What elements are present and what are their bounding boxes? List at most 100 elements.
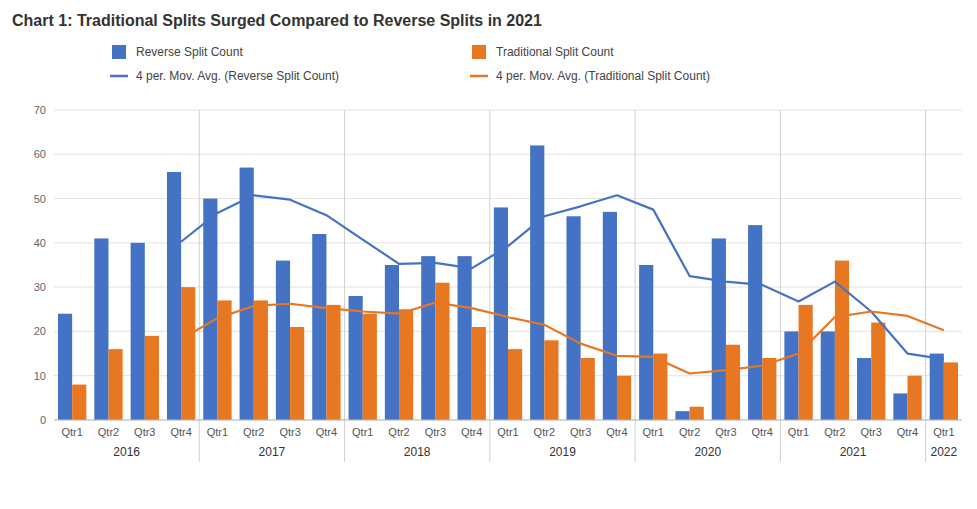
bar bbox=[762, 358, 776, 420]
bar bbox=[385, 265, 399, 420]
y-tick-label: 40 bbox=[34, 237, 46, 249]
bar bbox=[312, 234, 326, 420]
bar bbox=[131, 243, 145, 420]
bar bbox=[581, 358, 595, 420]
x-tick-label: Qtr3 bbox=[279, 426, 300, 438]
legend-label: Traditional Split Count bbox=[496, 45, 614, 59]
y-tick-label: 20 bbox=[34, 325, 46, 337]
year-separator bbox=[925, 110, 926, 462]
bar bbox=[508, 349, 522, 420]
legend-swatch bbox=[470, 75, 488, 78]
grid-line bbox=[54, 198, 962, 199]
x-tick-label: Qtr2 bbox=[534, 426, 555, 438]
y-tick-label: 10 bbox=[34, 370, 46, 382]
bar bbox=[530, 145, 544, 420]
x-tick-label: Qtr1 bbox=[788, 426, 809, 438]
bar bbox=[203, 199, 217, 420]
bar bbox=[544, 340, 558, 420]
x-tick-label: Qtr2 bbox=[388, 426, 409, 438]
bar bbox=[726, 345, 740, 420]
x-tick-label: Qtr2 bbox=[243, 426, 264, 438]
bar bbox=[566, 216, 580, 420]
bar bbox=[421, 256, 435, 420]
y-tick-label: 30 bbox=[34, 281, 46, 293]
x-tick-label: Qtr3 bbox=[425, 426, 446, 438]
x-tick-label: Qtr1 bbox=[497, 426, 518, 438]
bar bbox=[349, 296, 363, 420]
bar bbox=[240, 168, 254, 420]
bar-series bbox=[58, 145, 944, 420]
x-tick-label: Qtr2 bbox=[679, 426, 700, 438]
x-tick-label: Qtr4 bbox=[897, 426, 918, 438]
x-tick-label: Qtr3 bbox=[570, 426, 591, 438]
legend: Reverse Split Count Traditional Split Cou… bbox=[110, 45, 710, 83]
bar bbox=[639, 265, 653, 420]
x-tick-label: Qtr3 bbox=[860, 426, 881, 438]
bar-series bbox=[72, 261, 958, 420]
bar bbox=[871, 323, 885, 420]
year-label: 2017 bbox=[259, 445, 286, 459]
bar bbox=[908, 376, 922, 420]
bar bbox=[290, 327, 304, 420]
bar bbox=[167, 172, 181, 420]
y-tick-label: 70 bbox=[34, 104, 46, 116]
x-tick-label: Qtr2 bbox=[98, 426, 119, 438]
y-tick-label: 60 bbox=[34, 148, 46, 160]
year-label: 2019 bbox=[549, 445, 576, 459]
x-axis bbox=[54, 420, 962, 421]
bar bbox=[930, 354, 944, 420]
chart: Chart 1: Traditional Splits Surged Compa… bbox=[0, 0, 977, 509]
bar bbox=[72, 385, 86, 420]
grid-line bbox=[54, 110, 962, 111]
x-tick-label: Qtr3 bbox=[715, 426, 736, 438]
bar bbox=[944, 362, 958, 420]
bar bbox=[458, 256, 472, 420]
bar bbox=[276, 261, 290, 420]
x-tick-label: Qtr4 bbox=[606, 426, 627, 438]
x-tick-label: Qtr1 bbox=[207, 426, 228, 438]
year-label: 2018 bbox=[404, 445, 431, 459]
bar bbox=[58, 314, 72, 420]
grid-line bbox=[54, 420, 962, 421]
bar bbox=[748, 225, 762, 420]
grid bbox=[54, 110, 962, 420]
bar bbox=[799, 305, 813, 420]
bar bbox=[145, 336, 159, 420]
bar bbox=[108, 349, 122, 420]
bar bbox=[617, 376, 631, 420]
bar bbox=[326, 305, 340, 420]
bar bbox=[399, 309, 413, 420]
title: Chart 1: Traditional Splits Surged Compa… bbox=[12, 12, 542, 29]
moving-average-line bbox=[181, 303, 944, 374]
y-tick-label: 50 bbox=[34, 193, 46, 205]
year-label: 2021 bbox=[840, 445, 867, 459]
bar bbox=[893, 393, 907, 420]
bar bbox=[821, 331, 835, 420]
grid-line bbox=[54, 154, 962, 155]
x-tick-label: Qtr1 bbox=[933, 426, 954, 438]
year-label: 2022 bbox=[930, 445, 957, 459]
bar bbox=[94, 238, 108, 420]
x-tick-label: Qtr1 bbox=[352, 426, 373, 438]
y-tick-label: 0 bbox=[40, 414, 46, 426]
legend-label: 4 per. Mov. Avg. (Traditional Split Coun… bbox=[496, 69, 710, 83]
year-label: 2020 bbox=[694, 445, 721, 459]
year-separator bbox=[344, 110, 345, 462]
year-separator bbox=[635, 110, 636, 462]
legend-swatch bbox=[112, 45, 126, 59]
legend-swatch bbox=[110, 75, 128, 78]
x-tick-label: Qtr4 bbox=[316, 426, 337, 438]
x-tick-label: Qtr3 bbox=[134, 426, 155, 438]
bar bbox=[181, 287, 195, 420]
x-tick-label: Qtr1 bbox=[643, 426, 664, 438]
legend-label: Reverse Split Count bbox=[136, 45, 243, 59]
x-tick-label: Qtr4 bbox=[461, 426, 482, 438]
year-separator bbox=[199, 110, 200, 462]
bar bbox=[857, 358, 871, 420]
year-separator bbox=[489, 110, 490, 462]
legend-swatch bbox=[472, 45, 486, 59]
year-separator bbox=[780, 110, 781, 462]
bar bbox=[472, 327, 486, 420]
bar bbox=[690, 407, 704, 420]
bar bbox=[675, 411, 689, 420]
